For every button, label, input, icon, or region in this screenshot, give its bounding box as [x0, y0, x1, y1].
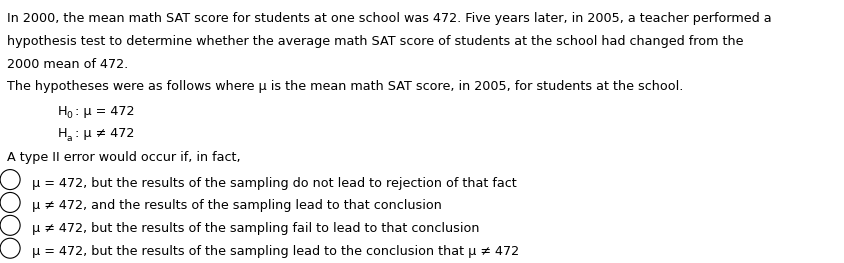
- Text: 0: 0: [67, 111, 73, 120]
- Text: : μ ≠ 472: : μ ≠ 472: [75, 127, 134, 140]
- Text: μ ≠ 472, but the results of the sampling fail to lead to that conclusion: μ ≠ 472, but the results of the sampling…: [32, 222, 479, 235]
- Text: μ = 472, but the results of the sampling do not lead to rejection of that fact: μ = 472, but the results of the sampling…: [32, 176, 517, 190]
- Text: μ = 472, but the results of the sampling lead to the conclusion that μ ≠ 472: μ = 472, but the results of the sampling…: [32, 245, 519, 258]
- Text: In 2000, the mean math SAT score for students at one school was 472. Five years : In 2000, the mean math SAT score for stu…: [7, 12, 771, 25]
- Text: μ ≠ 472, and the results of the sampling lead to that conclusion: μ ≠ 472, and the results of the sampling…: [32, 199, 442, 213]
- Text: 2000 mean of 472.: 2000 mean of 472.: [7, 58, 128, 70]
- Text: H: H: [57, 104, 67, 118]
- Text: a: a: [67, 134, 73, 143]
- Text: The hypotheses were as follows where μ is the mean math SAT score, in 2005, for : The hypotheses were as follows where μ i…: [7, 80, 683, 93]
- Text: H: H: [57, 127, 67, 140]
- Text: hypothesis test to determine whether the average math SAT score of students at t: hypothesis test to determine whether the…: [7, 35, 744, 48]
- Text: : μ = 472: : μ = 472: [75, 104, 134, 118]
- Text: A type II error would occur if, in fact,: A type II error would occur if, in fact,: [7, 151, 241, 164]
